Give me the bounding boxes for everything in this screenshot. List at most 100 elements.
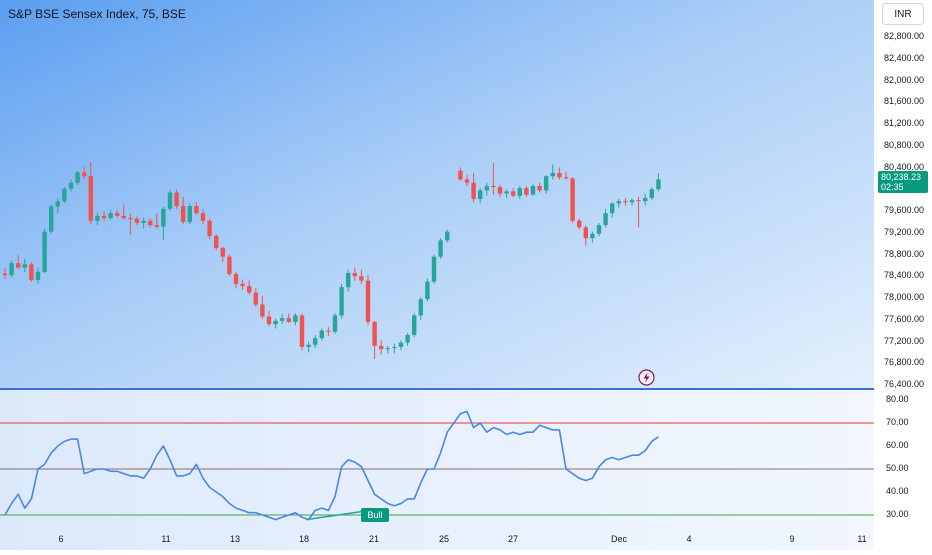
candle-body xyxy=(260,304,265,317)
price-axis-label: 82,800.00 xyxy=(884,31,925,41)
candle-body xyxy=(438,240,443,257)
price-scale-bg[interactable] xyxy=(874,0,932,550)
candle-body xyxy=(273,320,278,325)
candle-body xyxy=(504,191,509,194)
time-axis-label: 11 xyxy=(857,534,867,544)
candle-body xyxy=(187,206,192,222)
candle-body xyxy=(471,182,476,200)
time-axis-label: 21 xyxy=(368,534,380,544)
time-axis-label: 13 xyxy=(229,534,241,544)
candle-body xyxy=(148,220,153,226)
bull-divergence-line xyxy=(305,510,363,521)
candle-body xyxy=(405,334,410,343)
candle-body xyxy=(194,206,199,214)
candle-body xyxy=(610,203,615,214)
candle-body xyxy=(174,192,179,207)
price-axis-label: 79,200.00 xyxy=(884,226,925,237)
candle-body xyxy=(458,170,463,180)
candle-body xyxy=(365,280,371,322)
candle-body xyxy=(596,225,602,234)
price-axis-label: 76,800.00 xyxy=(884,357,925,368)
candle-body xyxy=(398,342,404,347)
price-axis-label: 79,600.00 xyxy=(884,205,925,215)
time-axis-label: Dec xyxy=(610,534,628,544)
candle-body xyxy=(332,315,338,332)
rsi-axis-label: 40.00 xyxy=(886,486,909,496)
candle-body xyxy=(603,213,608,226)
candle-body xyxy=(511,191,516,196)
candle-body xyxy=(200,213,206,221)
price-axis-label: 77,600.00 xyxy=(884,313,925,324)
time-axis-label: 25 xyxy=(438,534,450,544)
candle-body xyxy=(35,271,41,281)
candle-body xyxy=(286,318,291,322)
currency-button[interactable]: INR xyxy=(882,3,924,25)
candle-body xyxy=(623,201,628,203)
candle-body xyxy=(392,346,397,349)
candle-body xyxy=(649,189,654,198)
candle-body xyxy=(339,287,344,316)
candle-body xyxy=(352,272,357,277)
candle-body xyxy=(616,201,621,204)
candle-body xyxy=(491,185,496,188)
candle-body xyxy=(577,220,582,228)
rsi-axis-label: 50.00 xyxy=(886,463,909,473)
candle-body xyxy=(385,348,390,350)
candle-body xyxy=(425,281,430,300)
price-axis-label: 80,400.00 xyxy=(884,161,925,172)
candle-body xyxy=(346,272,351,288)
candle-body xyxy=(214,236,219,248)
price-axis-label: 78,000.00 xyxy=(884,292,925,302)
candle-body xyxy=(16,263,21,268)
candle-body xyxy=(590,233,595,239)
price-axis-label: 78,800.00 xyxy=(884,248,925,259)
candle-body xyxy=(299,315,305,347)
candle-body xyxy=(266,316,272,325)
candle-body xyxy=(418,299,423,316)
candle-body xyxy=(88,176,93,221)
candle-body xyxy=(29,264,34,281)
candle-body xyxy=(326,330,331,332)
candle-body xyxy=(583,227,588,239)
candle-body xyxy=(280,318,285,321)
candle-body xyxy=(49,206,54,232)
candle-body xyxy=(379,345,384,350)
candle-body xyxy=(636,200,641,202)
candle-body xyxy=(524,188,529,195)
candle-body xyxy=(227,256,232,275)
candle-body xyxy=(544,176,549,191)
price-axis-label: 76,400.00 xyxy=(884,379,925,389)
candle-body xyxy=(497,187,503,194)
rsi-axis-label: 30.00 xyxy=(886,509,909,519)
price-axis-label: 80,800.00 xyxy=(884,139,925,150)
candle-body xyxy=(141,220,146,223)
rsi-pane-bg xyxy=(0,390,874,550)
candle-body xyxy=(550,172,555,177)
candle-body xyxy=(134,218,140,223)
candle-body xyxy=(570,178,575,221)
candle-body xyxy=(478,190,483,200)
candle-body xyxy=(2,273,8,276)
candle-body xyxy=(359,276,364,281)
rsi-axis-label: 70.00 xyxy=(886,417,909,427)
time-axis-label: 6 xyxy=(58,534,64,544)
candle-body xyxy=(121,215,126,219)
candle-body xyxy=(82,172,87,177)
time-axis-label: 4 xyxy=(686,534,692,544)
pane-separator[interactable] xyxy=(0,388,874,390)
candle-body xyxy=(233,274,239,284)
candle-body xyxy=(530,185,536,195)
candle-body xyxy=(167,192,173,209)
candle-body xyxy=(108,213,113,219)
candle-body xyxy=(313,338,318,345)
lightning-icon[interactable] xyxy=(638,369,655,386)
price-pane-bg xyxy=(0,0,874,388)
price-axis-label: 77,200.00 xyxy=(884,335,925,346)
candle-body xyxy=(115,213,120,216)
price-axis-label: 78,400.00 xyxy=(884,270,925,281)
candle-body xyxy=(563,177,569,179)
rsi-axis-label: 60.00 xyxy=(886,440,909,450)
candle-body xyxy=(484,185,489,191)
price-axis-label: 82,000.00 xyxy=(884,74,925,85)
